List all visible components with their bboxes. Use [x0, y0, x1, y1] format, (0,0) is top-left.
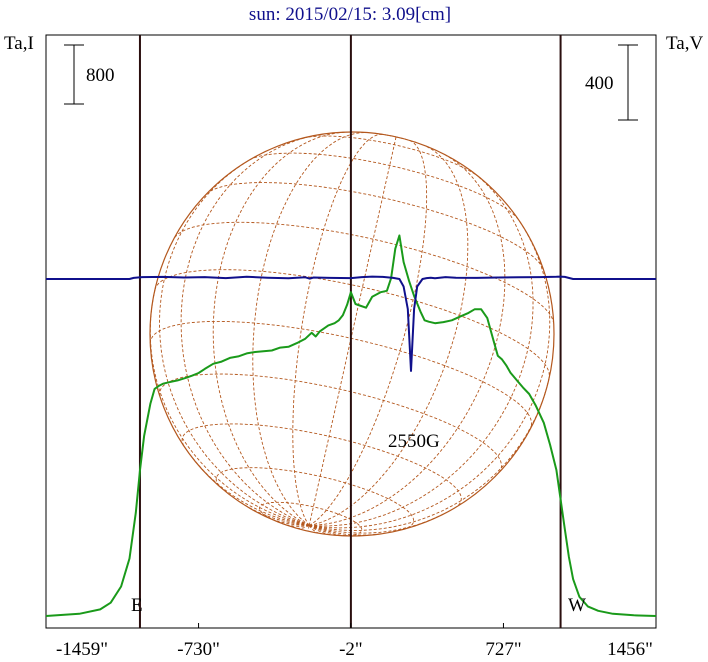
west-limb-label: W: [568, 595, 586, 616]
longitude-line: [309, 154, 506, 526]
x-tick-label: -730": [177, 639, 220, 660]
longitude-line: [309, 377, 550, 531]
latitude-line: [174, 221, 554, 323]
longitude-line: [159, 159, 310, 526]
longitude-line: [309, 512, 446, 534]
longitude-line: [252, 132, 366, 526]
latitude-line: [149, 320, 533, 429]
longitude-line: [308, 136, 397, 526]
longitude-line: [308, 525, 319, 534]
latitude-line: [259, 501, 363, 537]
longitude-line: [190, 455, 310, 526]
right-axis-label: Ta,V: [666, 33, 703, 54]
x-axis-ticks: -1459" -730" -2" 727" 1456": [45, 623, 657, 660]
x-tick-label: 1456": [607, 639, 653, 660]
longitude-line: [309, 525, 381, 536]
longitude-line: [292, 133, 383, 526]
east-limb-label: E: [131, 595, 143, 616]
longitude-line: [309, 219, 551, 529]
longitude-line: [307, 525, 310, 532]
longitude-line: [180, 134, 316, 526]
latitude-line: [249, 152, 520, 221]
left-axis-label: Ta,I: [4, 33, 34, 54]
longitude-line: [282, 523, 310, 527]
x-tick-label: -2": [339, 639, 363, 660]
right-scale-bar: 400: [585, 44, 638, 121]
x-tick-label: 727": [485, 639, 521, 660]
left-scale-label: 800: [86, 65, 115, 86]
longitude-line: [309, 525, 353, 537]
longitude-line: [309, 145, 469, 526]
longitude-line: [309, 169, 534, 527]
longitude-line: [212, 131, 345, 526]
latitude-line: [154, 269, 550, 379]
peak-field-annotation: 2550G: [388, 431, 440, 452]
solar-limb-circle: [149, 131, 555, 537]
solar-disk: [149, 131, 555, 537]
longitude-line: [265, 516, 310, 526]
chart-title: sun: 2015/02/15: 3.09[cm]: [249, 4, 451, 25]
x-tick-label: -1459": [56, 639, 108, 660]
series-line-intensity: [45, 234, 657, 617]
longitude-line: [308, 525, 334, 536]
series-line-circular-polarization: [46, 275, 656, 372]
reference-lines: [138, 35, 562, 628]
longitude-line: [308, 139, 428, 526]
latitude-line: [159, 373, 503, 473]
longitude-line: [241, 502, 310, 526]
longitude-line: [297, 525, 310, 529]
left-scale-bar: 800: [64, 44, 115, 105]
right-scale-label: 400: [585, 73, 614, 94]
longitude-line: [149, 289, 310, 526]
latitude-line: [205, 182, 544, 270]
